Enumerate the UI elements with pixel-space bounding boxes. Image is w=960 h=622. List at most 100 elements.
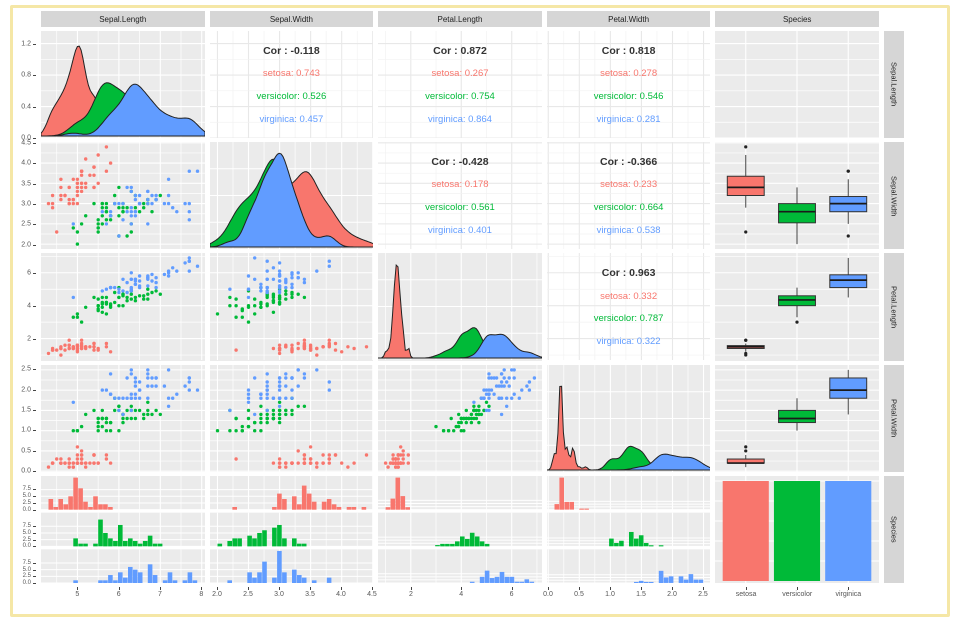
x-axis-col-0: 5 6 7 8 — [41, 586, 205, 603]
x-tick-mark — [309, 586, 311, 590]
y-tick-label: 3.0 — [21, 200, 31, 208]
x-tick-mark — [511, 586, 513, 590]
density-panel-r1-c1 — [209, 142, 374, 250]
x-tick-mark — [118, 586, 120, 590]
y-tick-label: 6 — [27, 269, 31, 277]
row-strip-sepal.length: Sepal.Length — [884, 31, 904, 139]
y-tick-label: 2.5 — [21, 365, 31, 373]
y-tick-label: 2.5 — [22, 536, 31, 543]
column-strip-sepal.width: Sepal.Width — [209, 11, 374, 27]
y-tick-label: 0.8 — [21, 71, 31, 79]
y-tick-label: 0.0 — [21, 134, 31, 142]
y-tick-label: 7.5 — [22, 486, 31, 493]
cor-overall: Cor : 0.963 — [601, 267, 656, 280]
y-tick-label: 0.0 — [21, 467, 31, 475]
y-tick-mark — [33, 539, 36, 541]
scatter-panel-r2-c0 — [41, 253, 205, 361]
x-tick-mark — [217, 586, 219, 590]
density-svg — [41, 31, 205, 138]
x-tick-label: 2 — [408, 590, 413, 598]
column-strip-sepal.length: Sepal.Length — [41, 11, 205, 27]
x-tick-label: versicolor — [782, 590, 813, 598]
y-tick-label: 3.5 — [21, 180, 31, 188]
hist-svg — [209, 475, 374, 583]
cor-setosa: setosa: 0.233 — [600, 179, 658, 191]
cor-setosa: setosa: 0.178 — [431, 179, 489, 191]
y-tick-label: 2 — [27, 335, 31, 343]
y-tick-label: 0.0 — [22, 506, 31, 513]
y-tick-label: 4 — [27, 302, 31, 310]
density-panel-r3-c3 — [546, 364, 711, 472]
y-tick-label: 1.5 — [21, 406, 31, 414]
x-tick-mark — [610, 586, 611, 590]
scatter-svg — [41, 364, 205, 472]
y-tick-mark — [33, 470, 36, 472]
box-svg — [715, 364, 879, 472]
cor-virginica: virginica: 0.401 — [428, 224, 492, 236]
cor-panel-r0-c3: Cor : 0.818 setosa: 0.278 versicolor: 0.54… — [546, 31, 711, 139]
cor-virginica: virginica: 0.281 — [596, 113, 661, 125]
x-tick-mark — [702, 586, 704, 590]
box-panel-r3-c4 — [715, 364, 879, 472]
density-panel-r2-c2 — [378, 253, 542, 361]
row-strip-species: Species — [884, 475, 904, 583]
y-axis-row-0: 0.0 0.4 0.8 1.2 — [16, 31, 36, 142]
density-panel-r0-c0 — [41, 31, 205, 139]
cor-versicolor: versicolor: 0.754 — [425, 90, 495, 102]
cor-versicolor: versicolor: 0.526 — [256, 90, 327, 102]
y-tick-mark — [33, 430, 36, 432]
x-tick-mark — [201, 586, 203, 590]
y-tick-mark — [33, 163, 36, 165]
x-tick-label: 0.5 — [574, 590, 584, 598]
y-tick-mark — [33, 183, 36, 185]
cor-versicolor: versicolor: 0.546 — [593, 90, 664, 102]
cor-setosa: setosa: 0.278 — [600, 68, 658, 80]
y-tick-mark — [33, 389, 36, 391]
scatter-panel-r3-c1 — [209, 364, 374, 472]
x-tick-label: 2.5 — [698, 590, 708, 598]
ggpairs-matrix: Sepal.Length Sepal.Width Petal.Length Petal… — [16, 11, 904, 603]
y-tick-mark — [33, 489, 36, 491]
cor-versicolor: versicolor: 0.664 — [593, 202, 664, 214]
x-tick-label: 7 — [158, 590, 162, 598]
x-tick-mark — [797, 586, 799, 590]
cor-text-block: Cor : -0.366 setosa: 0.233 versicolor: 0.6… — [547, 142, 711, 249]
y-tick-mark — [33, 273, 36, 275]
cor-svg — [546, 253, 711, 361]
y-tick-mark — [33, 306, 36, 308]
x-tick-label: 3.0 — [274, 590, 284, 598]
cor-panel-r0-c1: Cor : -0.118 setosa: 0.743 versicolor: 0.5… — [209, 31, 374, 139]
row-strip-petal.width: Petal.Width — [884, 364, 904, 472]
cor-panel-r1-c3: Cor : -0.366 setosa: 0.233 versicolor: 0.6… — [546, 142, 711, 250]
cor-versicolor: versicolor: 0.787 — [593, 313, 664, 325]
y-tick-mark — [33, 509, 36, 511]
x-tick-label: 1.0 — [605, 590, 615, 598]
cor-virginica: virginica: 0.457 — [259, 113, 324, 125]
y-tick-mark — [33, 496, 36, 498]
density-svg — [546, 364, 711, 472]
y-tick-mark — [33, 569, 36, 571]
y-tick-mark — [33, 138, 36, 140]
x-tick-label: 2.0 — [667, 590, 677, 598]
y-axis-row-4: 0.0 2.5 5.0 7.5 0.0 2.5 5.0 7.5 0.0 2.5 5.0 7.5 — [16, 476, 36, 586]
y-tick-mark — [33, 339, 36, 341]
cor-overall: Cor : -0.118 — [263, 44, 320, 57]
cor-text-block: Cor : -0.428 setosa: 0.178 versicolor: 0.5… — [378, 142, 542, 249]
y-tick-label: 2.5 — [22, 499, 31, 506]
x-tick-mark — [371, 586, 373, 590]
y-tick-label: 0.0 — [22, 579, 31, 586]
x-tick-label: setosa — [735, 590, 757, 598]
scatter-panel-r3-c2 — [378, 364, 542, 472]
y-tick-label: 1.2 — [21, 40, 31, 48]
bar-panel-r4-c4 — [715, 475, 879, 583]
box-panel-r0-c4 — [715, 31, 879, 139]
x-axis-col-3: 0.0 0.5 1.0 1.5 2.0 2.5 — [543, 586, 711, 603]
box-panel-r2-c4 — [715, 253, 879, 361]
y-tick-label: 0.4 — [21, 103, 31, 111]
cor-overall: Cor : -0.366 — [600, 155, 658, 168]
cor-svg — [378, 142, 542, 250]
x-tick-label: 2.0 — [212, 590, 222, 598]
scatter-panel-r2-c1 — [209, 253, 374, 361]
bar-svg — [715, 475, 879, 583]
